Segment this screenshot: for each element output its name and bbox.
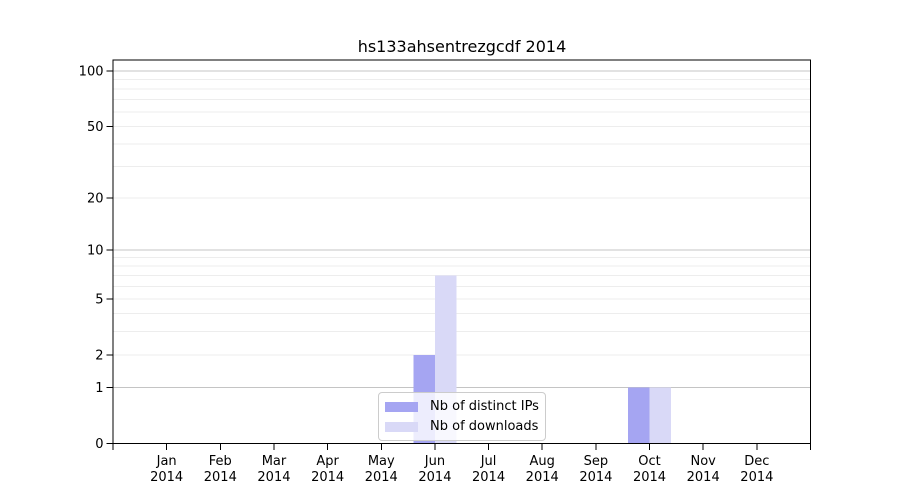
x-tick-label-month: Apr [316, 454, 339, 469]
x-tick-label-month: Dec [744, 454, 769, 469]
x-tick-label-month: Feb [209, 454, 232, 469]
x-tick-label-year: 2014 [311, 470, 344, 485]
x-tick-label-year: 2014 [579, 470, 612, 485]
x-tick-label-year: 2014 [633, 470, 666, 485]
x-tick-label-month: Jun [424, 454, 445, 469]
x-tick-label-year: 2014 [472, 470, 505, 485]
plot-border [112, 59, 811, 444]
legend-swatch-downloads [385, 421, 418, 432]
legend-item-distinct-ips: Nb of distinct IPs [385, 399, 539, 414]
x-tick-label-month: Aug [530, 454, 555, 469]
y-tick-label: 50 [87, 120, 104, 135]
y-tick-label: 20 [87, 191, 104, 206]
y-tick-label: 1 [95, 381, 103, 396]
x-tick-label-year: 2014 [740, 470, 773, 485]
y-tick-label: 0 [95, 437, 103, 452]
x-tick-label-month: Mar [262, 454, 287, 469]
x-tick-label-year: 2014 [418, 470, 451, 485]
x-tick-label-month: Oct [638, 454, 660, 469]
chart-title: hs133ahsentrezgcdf 2014 [357, 37, 567, 56]
x-tick-label-month: May [368, 454, 395, 469]
x-tick-label-month: Sep [584, 454, 609, 469]
x-tick-label-month: Jul [480, 454, 497, 469]
bar-nb-of-distinct-ips-oct [628, 387, 650, 444]
legend-swatch-distinct-ips [385, 401, 418, 412]
legend-label-distinct-ips: Nb of distinct IPs [430, 399, 539, 414]
y-tick-label: 10 [87, 244, 104, 259]
y-tick-label: 5 [95, 292, 103, 307]
x-tick-label-year: 2014 [365, 470, 398, 485]
x-tick-label-month: Jan [156, 454, 177, 469]
y-tick-label: 2 [95, 348, 103, 363]
x-tick-label-year: 2014 [257, 470, 290, 485]
bar-nb-of-downloads-oct [649, 387, 672, 444]
legend: Nb of distinct IPs Nb of downloads [378, 392, 546, 441]
x-tick-label-year: 2014 [526, 470, 559, 485]
x-tick-label-year: 2014 [687, 470, 720, 485]
legend-item-downloads: Nb of downloads [385, 419, 539, 434]
legend-label-downloads: Nb of downloads [430, 419, 539, 434]
x-tick-label-month: Nov [691, 454, 717, 469]
y-tick-label: 100 [79, 65, 104, 80]
x-tick-label-year: 2014 [150, 470, 183, 485]
x-tick-label-year: 2014 [204, 470, 237, 485]
